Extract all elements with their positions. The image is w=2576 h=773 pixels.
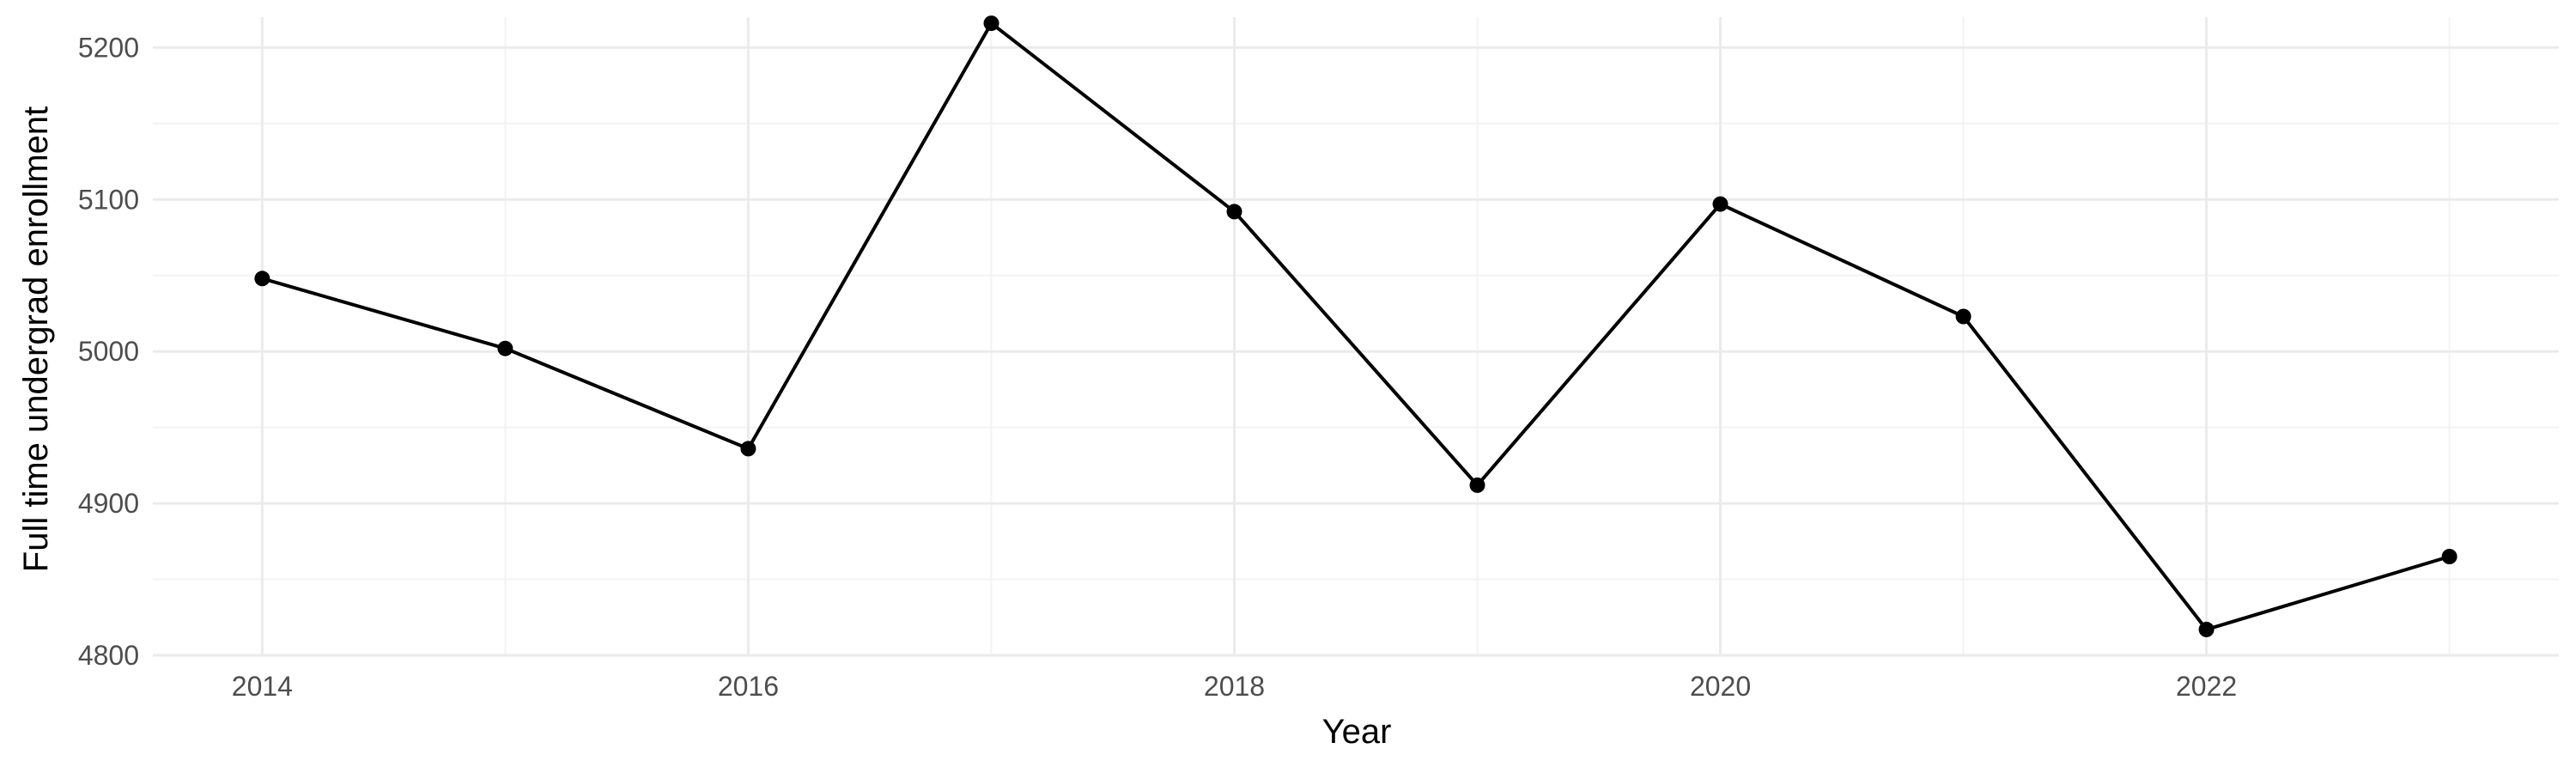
- y-tick-label: 4900: [78, 488, 139, 519]
- minor-gridlines: [153, 17, 2559, 655]
- data-point: [1955, 308, 1971, 325]
- data-point: [1712, 196, 1728, 212]
- x-tick-label: 2018: [1204, 671, 1265, 702]
- data-point: [2441, 549, 2458, 564]
- major-gridlines: [153, 17, 2559, 657]
- y-axis-tick-labels: 4800 4900 5000 5100 5200: [78, 32, 139, 671]
- data-point: [2198, 621, 2215, 637]
- y-tick-label: 5100: [78, 184, 139, 215]
- x-tick-label: 2016: [718, 671, 779, 702]
- series-line: [261, 21, 2451, 631]
- data-point: [1226, 204, 1242, 220]
- data-point: [740, 441, 756, 457]
- series-layer: [261, 21, 2451, 631]
- data-point: [497, 340, 513, 356]
- data-points: [254, 15, 2458, 637]
- x-tick-label: 2022: [2176, 671, 2237, 702]
- data-point: [983, 15, 999, 32]
- x-axis-tick-labels: 2014 2016 2018 2020 2022: [232, 671, 2237, 702]
- y-axis-title: Full time undergrad enrollment: [17, 107, 55, 572]
- data-point: [1469, 477, 1485, 493]
- x-axis-title: Year: [1322, 713, 1392, 751]
- data-point: [254, 271, 270, 287]
- x-tick-label: 2014: [232, 671, 293, 702]
- y-tick-label: 4800: [78, 640, 139, 671]
- x-tick-label: 2020: [1690, 671, 1751, 702]
- y-tick-label: 5000: [78, 336, 139, 367]
- y-tick-label: 5200: [78, 32, 139, 63]
